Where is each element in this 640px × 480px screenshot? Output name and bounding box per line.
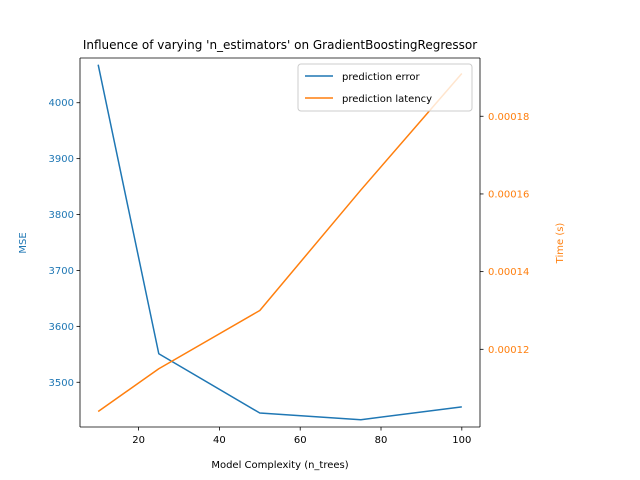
left-y-tick-label: 3500 (49, 378, 74, 389)
right-y-tick-label: 0.00018 (488, 112, 529, 123)
right-y-tick-label: 0.00016 (488, 189, 529, 200)
legend: prediction error prediction latency (297, 63, 473, 112)
plot-area (97, 64, 463, 421)
x-tick-label: 100 (452, 435, 471, 446)
x-tick-label: 80 (375, 435, 388, 446)
right-y-tick-label: 0.00014 (488, 267, 529, 278)
left-y-tick-label: 3900 (49, 154, 74, 165)
x-tick-label: 60 (294, 435, 307, 446)
left-y-tick-label: 3600 (49, 322, 74, 333)
left-y-tick-label: 4000 (49, 98, 74, 109)
x-axis-title: Model Complexity (n_trees) (211, 460, 348, 471)
right-y-axis-title: Time (s) (555, 223, 566, 265)
left-y-axis-title: MSE (18, 232, 29, 253)
legend-label-prediction-error: prediction error (342, 72, 420, 83)
left-y-tick-label: 3800 (49, 210, 74, 221)
chart-title: Influence of varying 'n_estimators' on G… (83, 38, 477, 52)
legend-box (297, 63, 473, 112)
legend-label-prediction-latency: prediction latency (342, 94, 432, 105)
x-tick-label: 20 (132, 435, 145, 446)
right-y-tick-label: 0.00012 (488, 345, 529, 356)
left-y-tick-label: 3700 (49, 266, 74, 277)
axes: 20 40 60 80 100 3500 3600 3700 3800 3900 4000 0.000… (49, 57, 529, 446)
x-tick-label: 40 (213, 435, 226, 446)
